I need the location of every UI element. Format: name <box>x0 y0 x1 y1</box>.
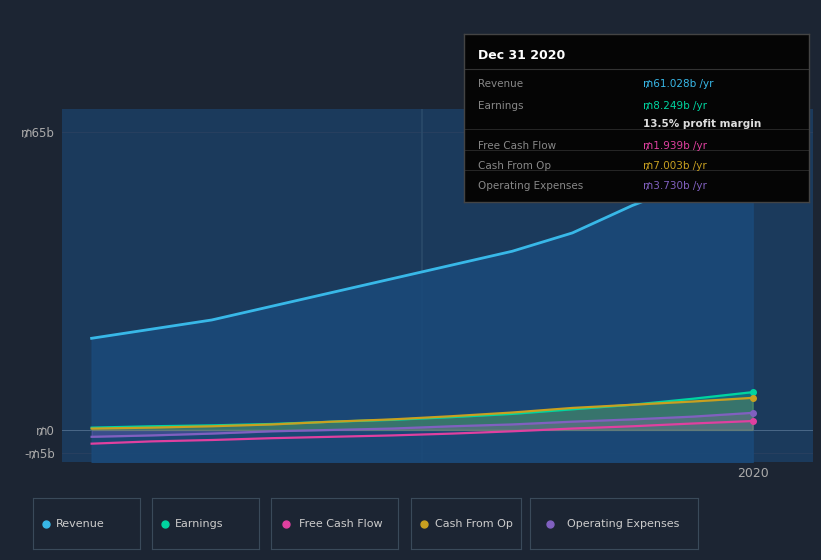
Text: Earnings: Earnings <box>478 101 523 111</box>
Text: ₥8.249b /yr: ₥8.249b /yr <box>643 101 707 111</box>
Text: Revenue: Revenue <box>57 519 105 529</box>
Text: ₥7.003b /yr: ₥7.003b /yr <box>643 161 707 171</box>
Text: Earnings: Earnings <box>176 519 224 529</box>
Text: Revenue: Revenue <box>478 79 523 89</box>
Text: Operating Expenses: Operating Expenses <box>566 519 679 529</box>
Text: 13.5% profit margin: 13.5% profit margin <box>643 119 761 129</box>
Text: Operating Expenses: Operating Expenses <box>478 181 583 192</box>
Text: Free Cash Flow: Free Cash Flow <box>299 519 383 529</box>
Text: Free Cash Flow: Free Cash Flow <box>478 141 556 151</box>
Text: Cash From Op: Cash From Op <box>435 519 513 529</box>
Text: ₥1.939b /yr: ₥1.939b /yr <box>643 141 707 151</box>
Text: Dec 31 2020: Dec 31 2020 <box>478 49 565 62</box>
Text: Cash From Op: Cash From Op <box>478 161 551 171</box>
Text: ₥3.730b /yr: ₥3.730b /yr <box>643 181 707 192</box>
Text: ₥61.028b /yr: ₥61.028b /yr <box>643 79 713 89</box>
